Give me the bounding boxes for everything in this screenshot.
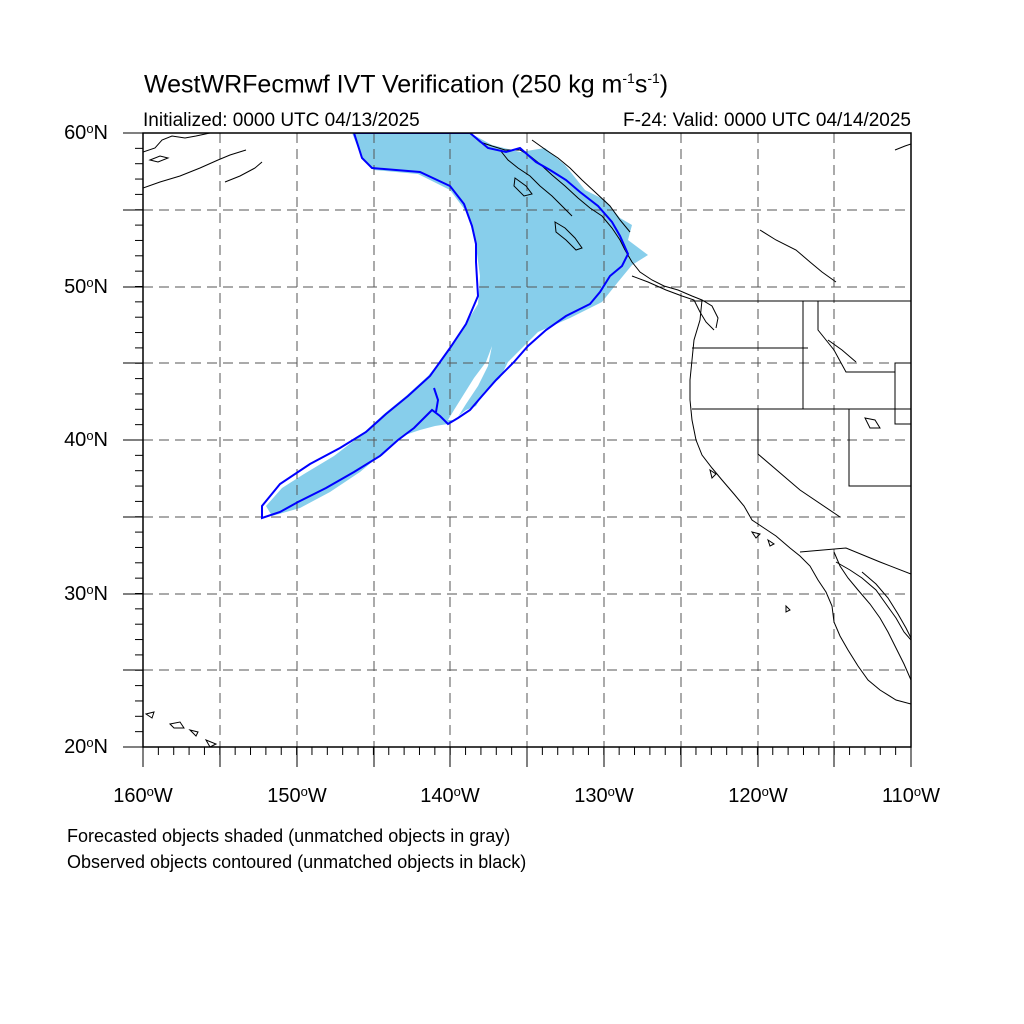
legend-observed-note: Observed objects contoured (unmatched ob… [67,852,527,872]
valid-time: F-24: Valid: 0000 UTC 04/14/2025 [623,110,911,131]
initialized-time: Initialized: 0000 UTC 04/13/2025 [143,110,420,131]
observed-ivt-contour [261,133,630,520]
minor-ticks [135,132,912,755]
lon-label-150w: 150oW [267,784,327,807]
lon-label-140w: 140oW [420,784,480,807]
observed-ivt-contour-notch [433,387,440,413]
lon-label-130w: 130oW [574,784,634,807]
lon-label-110w: 110oW [881,784,940,807]
lon-label-160w: 160oW [113,784,173,807]
lat-label-60: 60oN [64,121,108,144]
lat-label-30: 30oN [64,582,108,605]
legend-forecast-note: Forecasted objects shaded (unmatched obj… [67,826,511,846]
map-title: WestWRFecmwf IVT Verification (250 kg m-… [144,70,669,99]
forecast-ivt-object [266,133,648,516]
lon-label-120w: 120oW [728,784,788,807]
lat-label-20: 20oN [64,735,108,758]
coastlines [143,133,911,747]
lat-label-40: 40oN [64,428,108,451]
lat-label-50: 50oN [64,275,108,298]
